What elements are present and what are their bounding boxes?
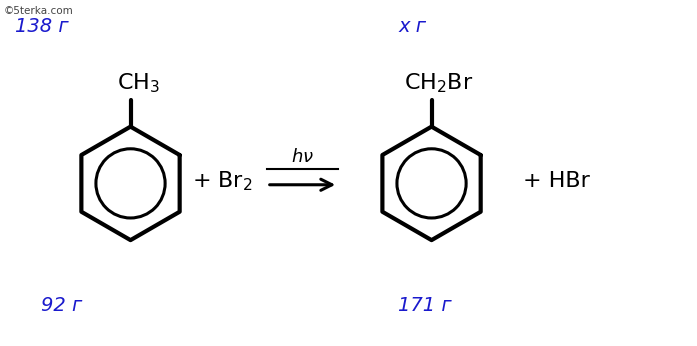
Text: x г: x г <box>398 17 427 36</box>
Text: 138 г: 138 г <box>15 17 68 36</box>
Text: CH$_2$Br: CH$_2$Br <box>404 72 473 95</box>
Text: 92 г: 92 г <box>40 296 82 315</box>
Text: ©5terka.com: ©5terka.com <box>3 6 73 16</box>
Text: + Br$_2$: + Br$_2$ <box>192 170 253 193</box>
Text: 171 г: 171 г <box>398 296 452 315</box>
Text: + HBr: + HBr <box>523 171 590 191</box>
Text: h$\nu$: h$\nu$ <box>291 148 314 166</box>
Text: CH$_3$: CH$_3$ <box>117 72 160 95</box>
